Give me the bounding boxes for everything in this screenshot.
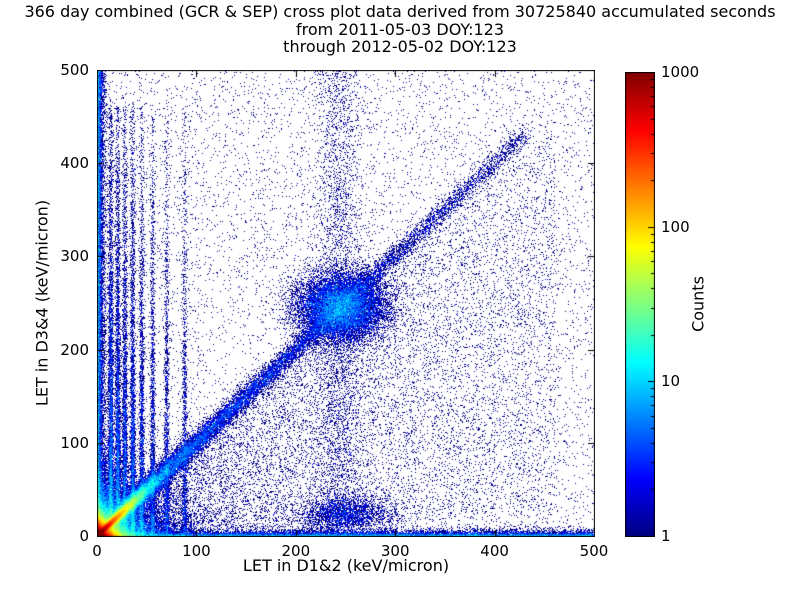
x-tick-label: 400	[480, 542, 509, 560]
y-tick-label: 400	[60, 154, 89, 173]
colorbar-tick-label: 1	[661, 527, 671, 545]
y-tick-label: 100	[60, 433, 89, 452]
y-tick-label: 0	[79, 527, 89, 545]
x-tick-label: 300	[380, 542, 410, 560]
plot-area	[97, 70, 595, 537]
x-axis-label: LET in D1&2 (keV/micron)	[242, 556, 450, 575]
x-tick-label: 0	[92, 542, 102, 560]
colorbar-tick-label: 10	[661, 372, 681, 391]
colorbar	[625, 72, 655, 537]
cross-plot-canvas	[97, 70, 595, 537]
x-tick-label: 200	[281, 542, 311, 560]
colorbar-label: Counts	[688, 276, 708, 332]
plot-title-line-2: from 2011-05-03 DOY:123	[295, 20, 504, 39]
plot-title-line-1: 366 day combined (GCR & SEP) cross plot …	[24, 2, 776, 21]
plot-title-line-3: through 2012-05-02 DOY:123	[283, 37, 517, 56]
y-axis-label: LET in D3&4 (keV/micron)	[32, 199, 52, 407]
colorbar-canvas	[625, 72, 655, 537]
colorbar-tick-label: 1000	[661, 63, 700, 81]
x-tick-label: 500	[579, 542, 609, 560]
x-tick-label: 100	[182, 542, 211, 560]
y-tick-label: 300	[60, 247, 89, 266]
colorbar-tick-label: 100	[661, 217, 690, 236]
y-tick-label: 500	[60, 61, 89, 79]
y-tick-label: 200	[60, 340, 89, 359]
